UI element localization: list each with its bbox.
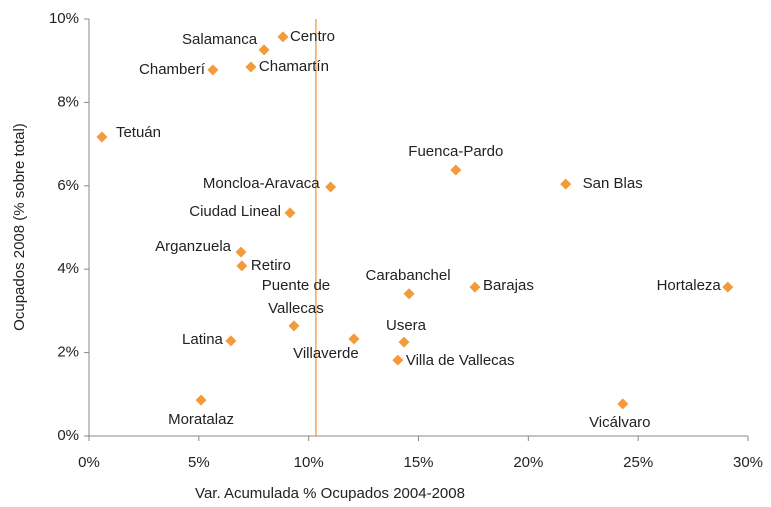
x-tick-label: 15% xyxy=(403,454,433,471)
point xyxy=(450,164,462,176)
point-label: Latina xyxy=(182,331,224,348)
point xyxy=(325,181,337,193)
x-tick-label: 25% xyxy=(623,454,653,471)
point xyxy=(348,333,360,345)
y-tick-label: 4% xyxy=(57,260,79,277)
point xyxy=(236,260,248,272)
x-tick-label: 0% xyxy=(78,454,100,471)
point-label: Moratalaz xyxy=(168,411,234,428)
point-label: Moncloa-Aravaca xyxy=(203,175,320,192)
y-tick-label: 2% xyxy=(57,344,79,361)
point-label: Vicálvaro xyxy=(589,414,650,431)
point-label: Ciudad Lineal xyxy=(189,203,281,220)
point-label: Villa de Vallecas xyxy=(406,352,515,369)
point xyxy=(392,354,404,366)
point-label: Fuenca-Pardo xyxy=(408,143,503,160)
y-tick-label: 8% xyxy=(57,93,79,110)
point-label: Hortaleza xyxy=(657,277,722,294)
point xyxy=(207,64,219,76)
x-tick-label: 5% xyxy=(188,454,210,471)
x-tick-label: 30% xyxy=(733,454,763,471)
point xyxy=(722,281,734,293)
y-tick-label: 0% xyxy=(57,427,79,444)
point xyxy=(284,207,296,219)
point-label: Chamberí xyxy=(139,61,206,78)
point xyxy=(225,335,237,347)
point-label: San Blas xyxy=(583,175,643,192)
point xyxy=(398,336,410,348)
point-label: Usera xyxy=(386,317,427,334)
x-axis-label: Var. Acumulada % Ocupados 2004-2008 xyxy=(195,485,465,502)
point xyxy=(245,61,257,73)
point xyxy=(617,398,629,410)
point-label: Salamanca xyxy=(182,31,258,48)
point-label: Centro xyxy=(290,28,335,45)
point-label: Arganzuela xyxy=(155,238,232,255)
point-label: Retiro xyxy=(251,257,291,274)
point xyxy=(469,281,481,293)
point xyxy=(560,178,572,190)
point-label: Barajas xyxy=(483,277,534,294)
x-tick-label: 20% xyxy=(513,454,543,471)
point-label: Tetuán xyxy=(116,124,161,141)
point-label: Villaverde xyxy=(293,345,359,362)
x-tick-label: 10% xyxy=(294,454,324,471)
point xyxy=(195,394,207,406)
y-tick-label: 6% xyxy=(57,177,79,194)
point xyxy=(96,131,108,143)
y-tick-label: 10% xyxy=(49,10,79,27)
point xyxy=(235,246,247,258)
point-label: Puente de Vallecas xyxy=(261,276,331,317)
point-label: Chamartín xyxy=(259,58,329,75)
point xyxy=(403,288,415,300)
point-label: Carabanchel xyxy=(366,267,451,284)
point xyxy=(277,31,289,43)
point xyxy=(288,320,300,332)
point xyxy=(258,44,270,56)
y-axis-label: Ocupados 2008 (% sobre total) xyxy=(11,123,28,331)
